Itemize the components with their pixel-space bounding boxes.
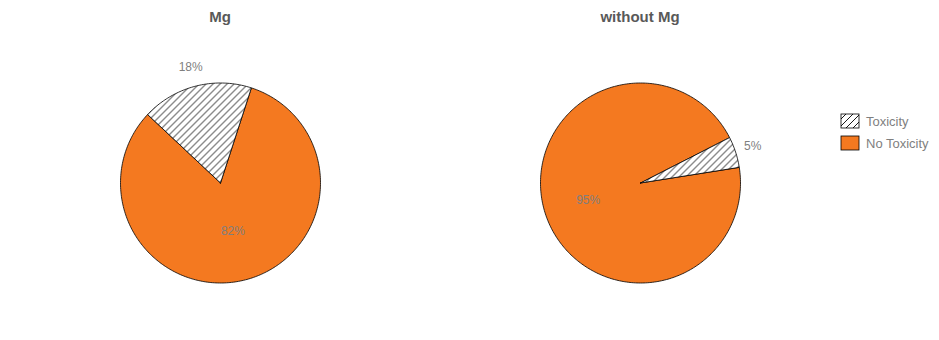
html-text:Toxicity: Toxicity (866, 113, 909, 129)
html-text:No Toxicity: No Toxicity (866, 135, 929, 151)
svg-text:18%: 18% (179, 60, 203, 74)
svg-text:82%: 82% (221, 224, 245, 238)
html-text:without Mg: without Mg (600, 8, 680, 25)
svg-text:5%: 5% (744, 139, 762, 153)
html-text:Mg: Mg (209, 8, 231, 25)
svg-text:95%: 95% (576, 193, 600, 207)
